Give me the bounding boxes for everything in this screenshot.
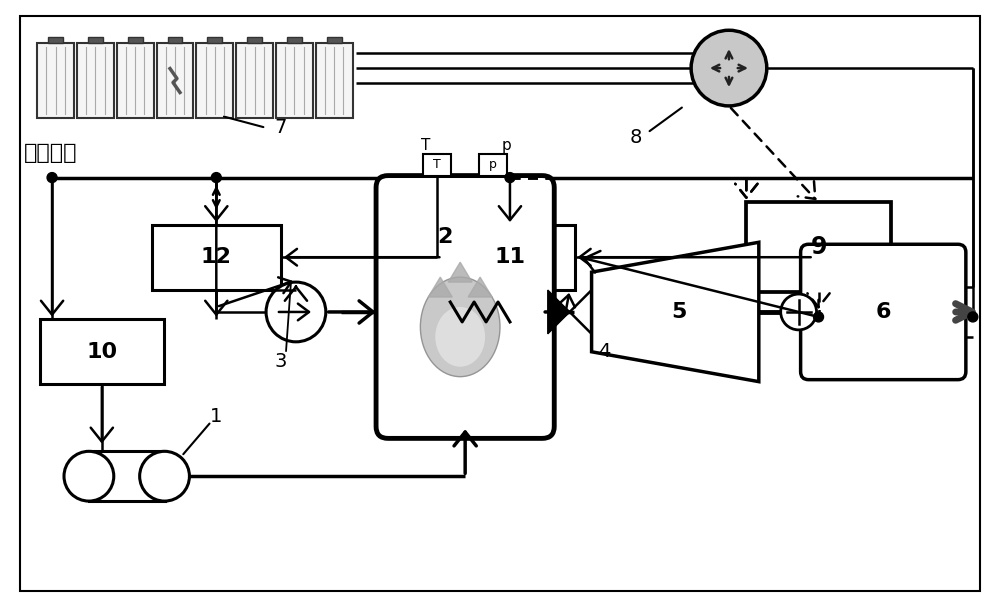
Text: 8: 8: [629, 128, 642, 148]
Text: p: p: [502, 138, 512, 153]
Text: 10: 10: [86, 342, 117, 362]
Bar: [445, 225, 575, 290]
Bar: [207, 37, 222, 43]
Bar: [236, 43, 273, 118]
Polygon shape: [548, 290, 570, 334]
Ellipse shape: [435, 307, 485, 367]
Text: 11: 11: [494, 247, 525, 267]
Text: 6: 6: [875, 302, 891, 322]
Circle shape: [140, 452, 189, 501]
Polygon shape: [592, 242, 759, 382]
Circle shape: [211, 172, 221, 183]
FancyBboxPatch shape: [801, 244, 966, 379]
Text: 7: 7: [274, 118, 286, 137]
Polygon shape: [448, 262, 472, 282]
Circle shape: [968, 312, 978, 322]
Circle shape: [47, 172, 57, 183]
Bar: [77, 43, 114, 118]
Ellipse shape: [420, 277, 500, 377]
Circle shape: [505, 172, 515, 183]
Bar: [168, 37, 182, 43]
Text: T: T: [433, 158, 441, 171]
Text: T: T: [421, 138, 430, 153]
Polygon shape: [468, 277, 492, 297]
Text: 9: 9: [810, 236, 827, 259]
Circle shape: [814, 312, 824, 322]
Text: 网调指令: 网调指令: [24, 143, 78, 163]
Bar: [287, 37, 302, 43]
Bar: [479, 154, 507, 175]
Polygon shape: [428, 277, 452, 297]
FancyBboxPatch shape: [376, 175, 554, 438]
Bar: [247, 37, 262, 43]
Text: 3: 3: [275, 352, 287, 371]
Bar: [152, 225, 281, 290]
Bar: [157, 43, 193, 118]
Bar: [316, 43, 353, 118]
Text: 12: 12: [201, 247, 232, 267]
Text: 2: 2: [438, 227, 453, 247]
Text: 1: 1: [210, 407, 222, 426]
Circle shape: [64, 452, 114, 501]
Bar: [37, 43, 74, 118]
Bar: [40, 319, 164, 384]
Bar: [196, 43, 233, 118]
Bar: [117, 43, 154, 118]
Bar: [746, 203, 891, 292]
Bar: [276, 43, 313, 118]
Bar: [128, 37, 143, 43]
Text: 5: 5: [671, 302, 687, 322]
Circle shape: [691, 30, 767, 106]
Text: 4: 4: [598, 342, 611, 361]
Circle shape: [266, 282, 326, 342]
Text: p: p: [489, 158, 497, 171]
Bar: [88, 37, 103, 43]
Bar: [48, 37, 63, 43]
Bar: [327, 37, 342, 43]
Circle shape: [781, 294, 817, 330]
Bar: [423, 154, 451, 175]
